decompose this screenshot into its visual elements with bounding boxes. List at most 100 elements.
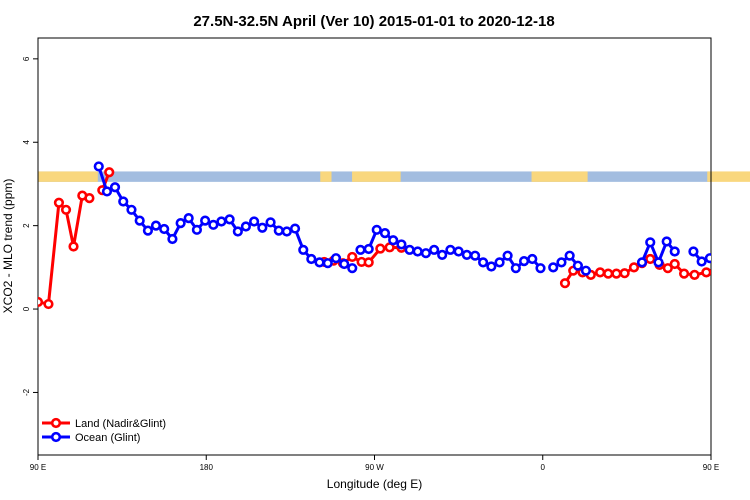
data-point [689,269,700,280]
data-point [216,216,227,227]
data-point [60,204,72,215]
data-point [375,243,386,254]
data-point [595,267,606,278]
data-point [704,253,711,264]
data-point [289,223,301,234]
y-tick-label: -2 [22,388,31,396]
data-point [314,257,325,268]
data-point [240,221,251,232]
data-point [678,268,690,279]
data-point [556,257,567,268]
data-point [84,193,95,204]
data-point [535,263,546,274]
data-point [93,161,104,172]
data-point [486,261,497,272]
data-point [669,246,680,257]
data-point [611,268,622,279]
data-point [701,267,711,278]
land-strip-segment [320,171,332,182]
data-point [379,228,391,239]
data-point [224,214,235,225]
data-point [249,216,260,227]
data-point [388,235,399,246]
data-point [371,224,382,235]
data-point [322,258,333,269]
data-point [502,250,513,261]
data-point [150,220,162,231]
land-strip-segment [531,171,588,182]
data-point [661,236,672,247]
data-point [330,253,342,264]
data-point [461,249,472,260]
data-point [527,253,538,265]
data-point [396,239,407,250]
chart-title: 27.5N-32.5N April (Ver 10) 2015-01-01 to… [193,13,554,30]
data-point [494,257,505,268]
data-point [347,263,358,274]
data-point [645,253,656,265]
data-point [43,298,54,310]
data-point [347,251,358,263]
data-point [208,219,219,230]
x-tick-label: 90 E [703,463,719,472]
data-point [653,257,664,268]
x-tick-label: 90 E [30,463,46,472]
data-point [564,250,575,261]
data-point [355,244,366,255]
data-point [696,256,707,267]
data-point [645,237,656,248]
data-point [134,215,145,226]
data-point [713,271,721,279]
data-point [510,263,521,274]
data-point [559,278,571,289]
y-tick-label: 6 [22,56,31,61]
land-strip-segment [707,171,750,182]
land-ocean-strip [38,171,750,182]
y-tick-label: 4 [22,139,31,144]
data-point [412,246,423,257]
land-strip-segment [38,171,98,182]
data-point [159,223,170,235]
data-point [257,222,268,233]
y-tick-label: 2 [22,223,31,228]
data-point [265,217,276,228]
data-point [126,204,137,215]
x-axis-label: Longitude (deg E) [327,477,422,491]
legend: Land (Nadir&Glint) Ocean (Glint) [42,417,166,444]
data-point [572,260,583,271]
data-point [38,296,44,308]
data-point [548,262,559,273]
data-point [118,196,129,207]
series-layer [38,161,747,322]
data-point [420,248,432,259]
data-point [636,257,648,268]
data-point [167,233,178,245]
data-point [101,186,113,197]
legend-label: Ocean (Glint) [75,432,140,444]
data-point [363,257,374,268]
data-point [429,244,440,255]
data-point [273,225,284,236]
data-point [662,263,673,274]
data-point [68,241,79,252]
data-point [104,167,115,178]
x-tick-label: 0 [541,463,546,472]
plot-frame [37,37,712,456]
data-point [739,314,747,322]
data-point [363,243,374,255]
data-point [437,249,448,260]
data-point [53,197,65,208]
data-point [191,224,203,235]
data-point [619,268,630,279]
data-point [404,244,415,255]
data-point [306,253,317,265]
land-strip-segment [352,171,401,182]
data-point [729,260,737,268]
data-point [142,225,154,236]
data-point [183,213,194,224]
y-axis: -2 0 2 4 6 [22,56,38,396]
data-point [518,255,530,267]
series-ocean [93,161,711,276]
